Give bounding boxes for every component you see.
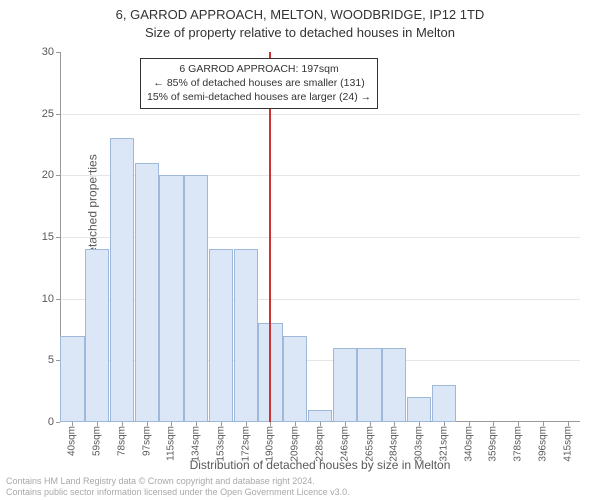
histogram-bar: [85, 249, 109, 422]
histogram-bar: [159, 175, 183, 422]
x-tick-mark: [295, 422, 296, 426]
x-tick-mark: [444, 422, 445, 426]
x-tick-mark: [543, 422, 544, 426]
x-tick-label: 284sqm: [389, 426, 400, 462]
histogram-bar: [382, 348, 406, 422]
x-tick-label: 265sqm: [364, 426, 375, 462]
x-tick-mark: [122, 422, 123, 426]
x-tick-mark: [370, 422, 371, 426]
x-axis-label: Distribution of detached houses by size …: [60, 458, 580, 472]
x-tick-mark: [196, 422, 197, 426]
x-tick-label: 153sqm: [215, 426, 226, 462]
x-tick-label: 40sqm: [67, 426, 78, 456]
histogram-bar: [209, 249, 233, 422]
histogram-bar: [333, 348, 357, 422]
chart-subtitle: Size of property relative to detached ho…: [0, 24, 600, 42]
x-tick-mark: [246, 422, 247, 426]
x-tick-mark: [518, 422, 519, 426]
chart-titles: 6, GARROD APPROACH, MELTON, WOODBRIDGE, …: [0, 0, 600, 41]
marker-info-box: 6 GARROD APPROACH: 197sqm← 85% of detach…: [140, 58, 378, 109]
x-tick-label: 115sqm: [166, 426, 177, 461]
x-tick-label: 228sqm: [315, 426, 326, 462]
chart-title: 6, GARROD APPROACH, MELTON, WOODBRIDGE, …: [0, 6, 600, 24]
x-tick-label: 415sqm: [562, 426, 573, 462]
x-tick-label: 209sqm: [290, 426, 301, 462]
histogram-bar: [357, 348, 381, 422]
x-tick-mark: [469, 422, 470, 426]
footer-line-1: Contains HM Land Registry data © Crown c…: [6, 476, 350, 487]
x-tick-label: 190sqm: [265, 426, 276, 462]
x-tick-mark: [394, 422, 395, 426]
histogram-bar: [432, 385, 456, 422]
x-tick-label: 59sqm: [92, 426, 103, 456]
x-tick-mark: [568, 422, 569, 426]
x-tick-label: 396sqm: [537, 426, 548, 462]
y-tick-mark: [56, 422, 60, 423]
histogram-bar: [407, 397, 431, 422]
histogram-bar: [60, 336, 84, 422]
x-tick-mark: [171, 422, 172, 426]
x-tick-mark: [320, 422, 321, 426]
x-tick-mark: [221, 422, 222, 426]
x-tick-mark: [147, 422, 148, 426]
x-tick-label: 78sqm: [116, 426, 127, 456]
x-tick-mark: [419, 422, 420, 426]
x-tick-mark: [72, 422, 73, 426]
histogram-bar: [184, 175, 208, 422]
histogram-bar: [110, 138, 134, 422]
x-tick-label: 303sqm: [414, 426, 425, 462]
x-tick-mark: [345, 422, 346, 426]
x-tick-label: 378sqm: [513, 426, 524, 462]
x-tick-mark: [493, 422, 494, 426]
footer-line-2: Contains public sector information licen…: [6, 487, 350, 498]
plot-area: 05101520253040sqm59sqm78sqm97sqm115sqm13…: [60, 52, 580, 422]
chart-container: 6, GARROD APPROACH, MELTON, WOODBRIDGE, …: [0, 0, 600, 500]
histogram-bar: [135, 163, 159, 422]
histogram-bar: [308, 410, 332, 422]
x-tick-mark: [270, 422, 271, 426]
histogram-bar: [283, 336, 307, 422]
x-tick-mark: [97, 422, 98, 426]
x-tick-label: 340sqm: [463, 426, 474, 462]
x-tick-label: 134sqm: [191, 426, 202, 462]
marker-info-title: 6 GARROD APPROACH: 197sqm: [147, 62, 371, 76]
footer-attribution: Contains HM Land Registry data © Crown c…: [6, 476, 350, 498]
x-tick-label: 359sqm: [488, 426, 499, 462]
x-tick-label: 246sqm: [339, 426, 350, 462]
marker-info-right: 15% of semi-detached houses are larger (…: [147, 90, 371, 104]
gridline: [60, 114, 580, 115]
x-tick-label: 321sqm: [438, 426, 449, 462]
marker-info-left: ← 85% of detached houses are smaller (13…: [147, 76, 371, 90]
histogram-bar: [234, 249, 258, 422]
x-tick-label: 172sqm: [240, 426, 251, 462]
x-tick-label: 97sqm: [141, 426, 152, 456]
